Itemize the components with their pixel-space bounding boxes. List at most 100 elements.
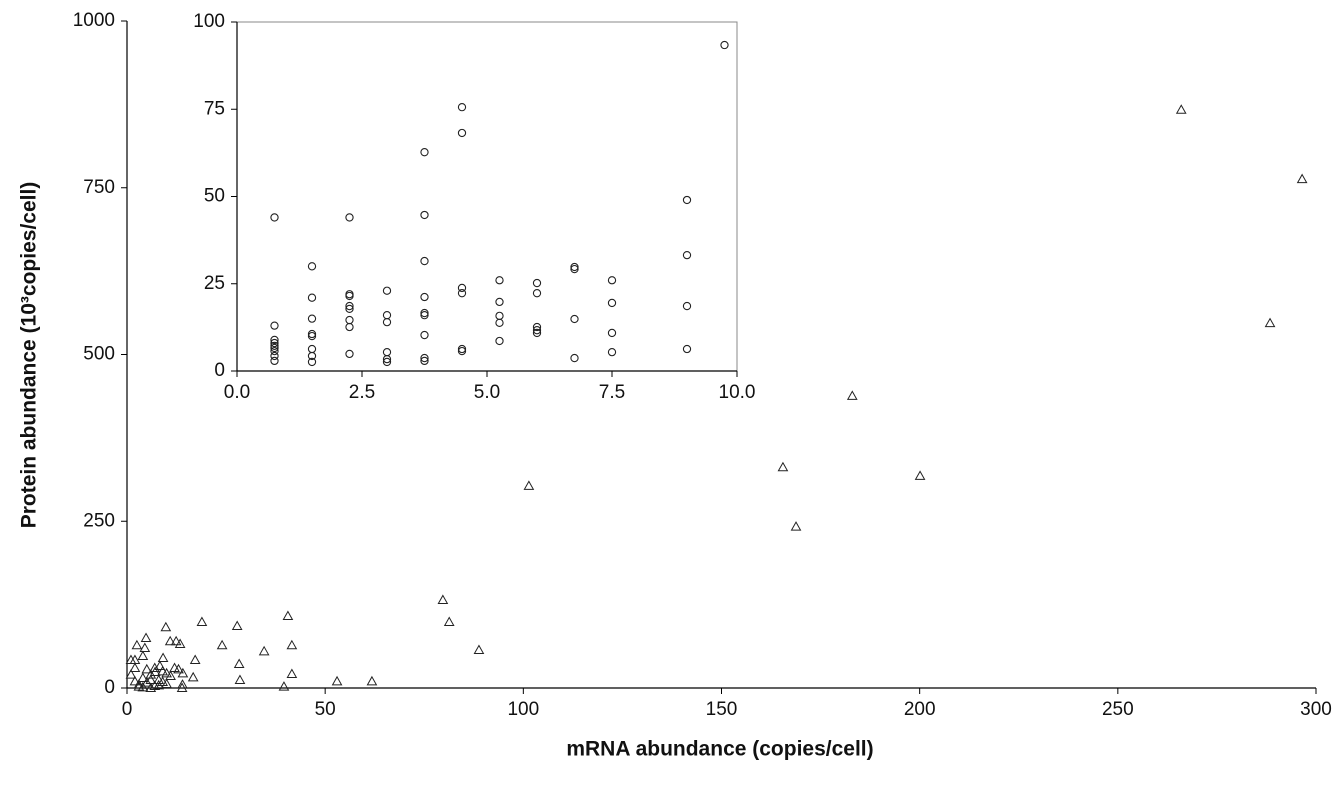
point	[720, 40, 729, 50]
x-tick-label: 7.5	[599, 382, 625, 403]
point	[173, 663, 184, 674]
point	[570, 264, 579, 274]
point	[607, 348, 617, 357]
point	[270, 351, 279, 361]
point	[137, 672, 149, 682]
point	[420, 148, 429, 157]
point	[157, 665, 169, 676]
point	[420, 256, 429, 266]
point	[270, 213, 279, 222]
point	[366, 675, 378, 686]
y-tick-label: 0	[214, 360, 225, 381]
point	[382, 317, 392, 327]
point	[345, 291, 354, 301]
point	[307, 262, 317, 271]
point	[154, 660, 166, 670]
point	[165, 670, 176, 680]
x-axis-title: mRNA abundance (copies/cell)	[566, 738, 873, 761]
point	[141, 663, 153, 674]
y-tick-label: 50	[204, 186, 225, 207]
point	[137, 650, 149, 660]
point	[443, 616, 455, 626]
y-tick-label: 0	[104, 677, 115, 698]
point	[473, 644, 485, 654]
point	[270, 335, 279, 345]
point	[495, 297, 504, 307]
y-tick-label: 250	[83, 510, 115, 531]
point	[570, 314, 579, 324]
point	[457, 346, 467, 356]
point	[258, 645, 270, 656]
point	[231, 620, 243, 630]
point	[532, 328, 542, 338]
x-tick-label: 2.5	[349, 382, 375, 403]
point	[790, 521, 802, 531]
y-tick-label: 25	[204, 273, 225, 294]
point	[141, 677, 153, 687]
point	[307, 314, 317, 323]
point	[607, 328, 617, 338]
x-tick-label: 200	[904, 699, 936, 720]
point	[145, 682, 157, 692]
point	[129, 675, 141, 686]
point	[570, 353, 579, 363]
point	[382, 357, 392, 367]
y-tick-label: 750	[83, 177, 115, 198]
point	[420, 330, 429, 340]
point	[307, 351, 317, 361]
point	[153, 679, 165, 690]
y-tick-label: 100	[193, 11, 225, 32]
point	[777, 461, 789, 472]
point	[131, 639, 143, 650]
point	[157, 676, 169, 686]
point	[420, 311, 429, 320]
point	[161, 667, 172, 678]
point	[345, 322, 354, 332]
point	[307, 357, 317, 367]
point	[532, 289, 542, 298]
point	[846, 390, 858, 400]
point	[914, 470, 926, 480]
y-tick-label: 500	[83, 344, 115, 365]
point	[270, 341, 279, 351]
point	[437, 594, 449, 604]
point	[457, 128, 467, 138]
point	[682, 344, 692, 354]
point	[682, 250, 692, 260]
point	[133, 679, 145, 689]
point	[160, 621, 172, 632]
point	[420, 356, 429, 366]
point	[457, 344, 467, 354]
point	[157, 652, 169, 662]
point	[270, 343, 279, 353]
x-tick-label: 10.0	[719, 382, 756, 403]
point	[382, 286, 392, 295]
point	[164, 635, 176, 646]
point	[682, 301, 692, 311]
point	[457, 103, 467, 112]
point	[307, 329, 317, 339]
point	[153, 674, 165, 684]
point	[125, 669, 137, 679]
x-tick-label: 5.0	[474, 382, 500, 403]
point	[216, 639, 228, 650]
point	[177, 679, 188, 689]
point	[137, 681, 149, 692]
point	[382, 354, 392, 364]
point	[1296, 173, 1308, 184]
point	[457, 283, 467, 293]
point	[145, 669, 157, 679]
point	[345, 213, 354, 222]
x-tick-label: 100	[507, 699, 539, 720]
point	[196, 616, 208, 626]
x-tick-label: 250	[1102, 699, 1134, 720]
point	[532, 326, 542, 335]
point	[457, 289, 467, 298]
point	[189, 654, 201, 664]
y-tick-label: 1000	[73, 10, 115, 31]
point	[532, 322, 542, 332]
point	[345, 304, 354, 314]
point	[278, 681, 290, 691]
point	[420, 353, 429, 363]
